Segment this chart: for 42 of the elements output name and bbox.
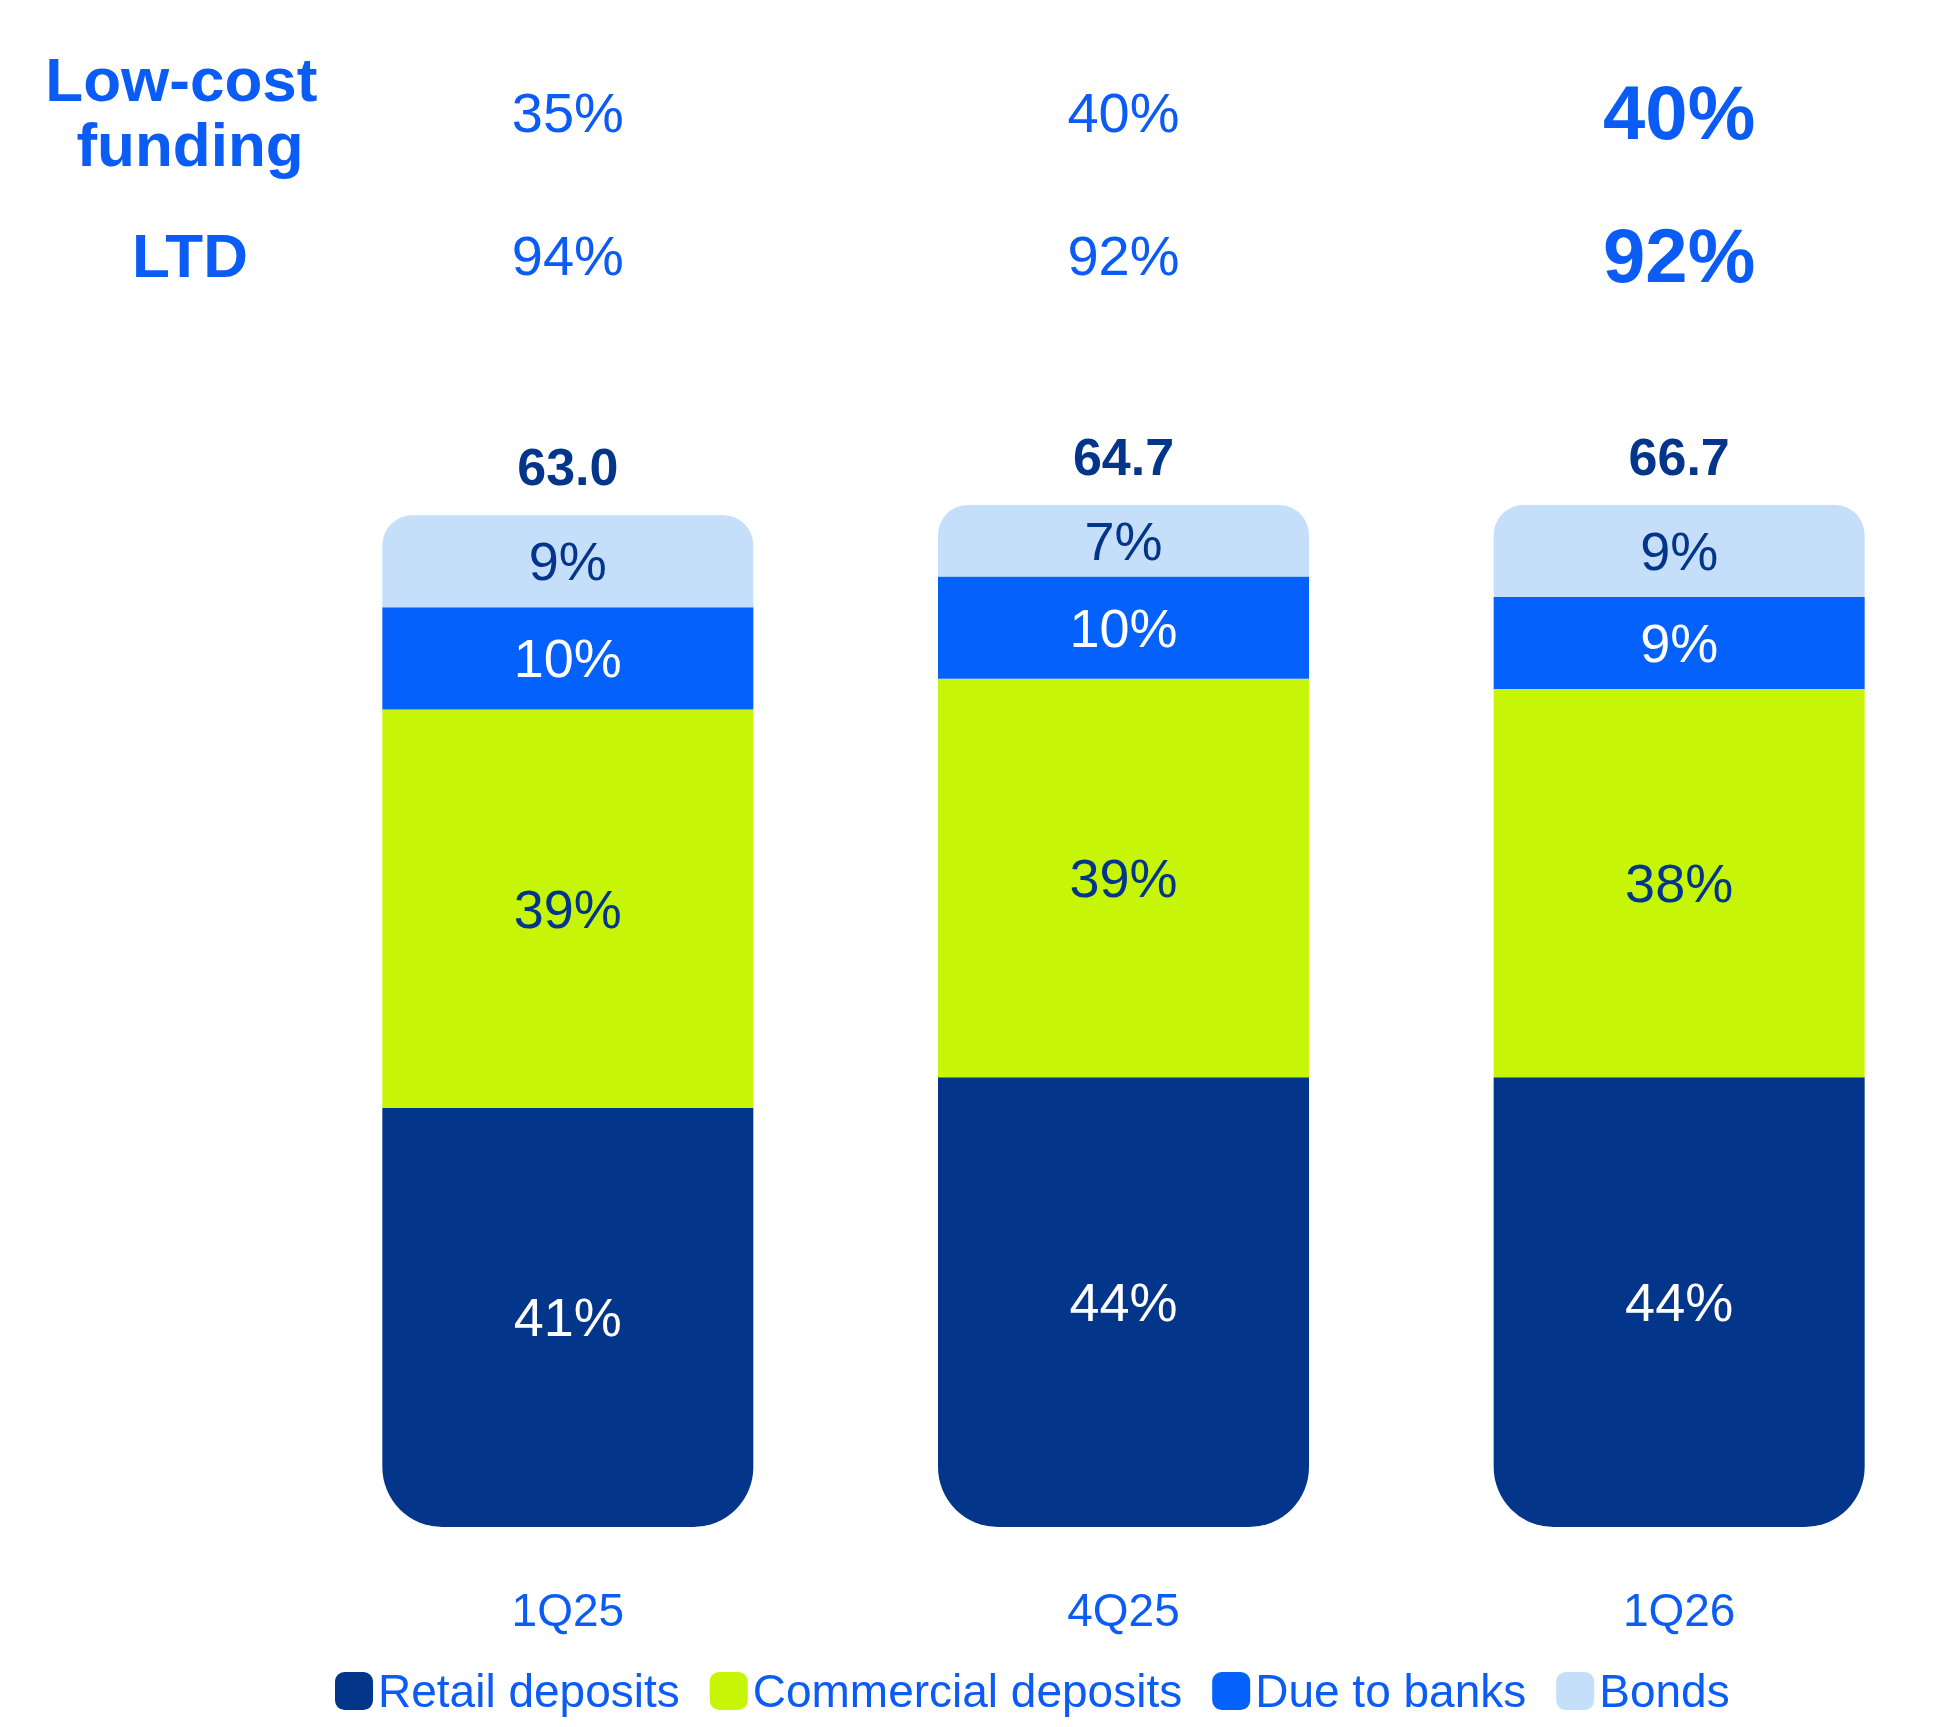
data-label: 9% [1640,520,1719,581]
data-label: 9% [1640,612,1719,673]
bar [382,709,754,1108]
bar [382,1107,754,1527]
x-tick-label: 1Q26 [1622,1584,1736,1636]
text: 92% [1603,212,1756,298]
annotation: 66.7 [1628,428,1730,486]
legend-label: Bonds [1599,1665,1730,1717]
bar [1493,505,1865,597]
annotation: 63.0 [517,438,619,497]
bar [938,576,1309,679]
data-label: 44% [1069,1272,1178,1333]
bar [1493,1077,1865,1527]
text: 92% [1067,223,1180,287]
data-label: 7% [1084,510,1163,571]
data-label: 38% [1625,853,1734,914]
text: 94% [511,223,624,287]
x-tick-label: 1Q25 [511,1584,625,1636]
legend-label: Retail deposits [378,1665,680,1717]
data-label: 39% [513,878,622,939]
text: Low-cost funding [45,44,335,180]
bar [938,1077,1309,1527]
text: 40% [1603,69,1756,155]
text: 35% [511,80,624,144]
data-label: 10% [1069,597,1178,658]
bar [1493,688,1865,1078]
text: 40% [1067,80,1180,144]
annotation: 64.7 [1072,428,1175,486]
bar [382,515,754,608]
bar [938,678,1309,1078]
bar [382,607,754,710]
bar [1493,596,1865,689]
data-label: 9% [528,531,607,592]
data-label: 39% [1069,848,1178,909]
data-label: 10% [513,628,622,689]
x-tick-label: 4Q25 [1067,1584,1180,1636]
text: LTD [132,220,248,290]
legend-label: Due to banks [1255,1665,1527,1717]
data-label: 41% [513,1287,622,1348]
data-label: 44% [1625,1272,1734,1333]
legend-label: Commercial deposits [752,1665,1183,1717]
bar [938,505,1309,577]
